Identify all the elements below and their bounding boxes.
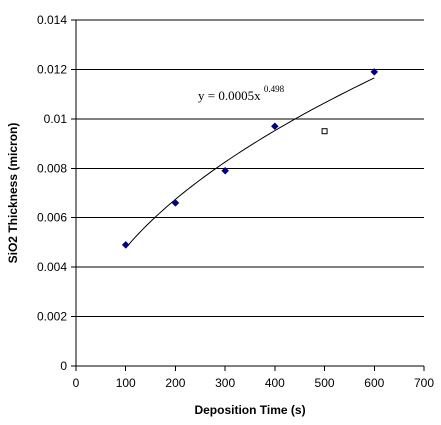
gridlines (76, 19, 424, 318)
data-point-diamond (221, 166, 229, 175)
trendline-equation-main: y = 0.0005x (198, 88, 261, 103)
y-axis-title: SiO2 Thickness (micron) (6, 123, 20, 264)
y-tick-label: 0.004 (37, 260, 67, 274)
axes (75, 20, 424, 367)
x-tick-label: 700 (414, 376, 434, 390)
y-tick-label: 0.002 (37, 310, 67, 324)
trendline (125, 77, 375, 249)
x-axis-title: Deposition Time (s) (194, 403, 305, 417)
y-tick-label: 0.014 (37, 13, 67, 27)
plot-background (76, 20, 424, 366)
x-axis-ticks: 0 100 200 300 400 500 600 700 (73, 366, 434, 390)
y-axis-ticks: 0 0.002 0.004 0.006 0.008 0.01 0.012 0.014 (37, 13, 76, 373)
x-tick-label: 100 (116, 376, 136, 390)
data-point-diamond (370, 68, 379, 76)
y-tick-label: 0.01 (44, 112, 68, 126)
data-point-diamond (171, 199, 180, 207)
trendline-group (125, 77, 375, 249)
data-point-square (321, 128, 328, 135)
y-tick-label: 0.012 (37, 62, 67, 76)
data-points (121, 68, 379, 249)
y-tick-label: 0 (60, 359, 67, 373)
trendline-equation-exponent: 0.498 (264, 84, 285, 94)
data-point-diamond (271, 122, 279, 131)
x-tick-label: 300 (215, 376, 235, 390)
plot-area (76, 20, 424, 366)
x-tick-label: 600 (364, 376, 384, 390)
trendline-equation: y = 0.0005x 0.498 (198, 84, 285, 103)
x-tick-label: 400 (265, 376, 285, 390)
y-tick-label: 0.006 (37, 211, 67, 225)
data-point-diamond (121, 241, 130, 249)
x-tick-label: 200 (165, 376, 185, 390)
y-tick-label: 0.008 (37, 161, 67, 175)
x-tick-label: 500 (315, 376, 335, 390)
x-tick-label: 0 (73, 376, 80, 390)
